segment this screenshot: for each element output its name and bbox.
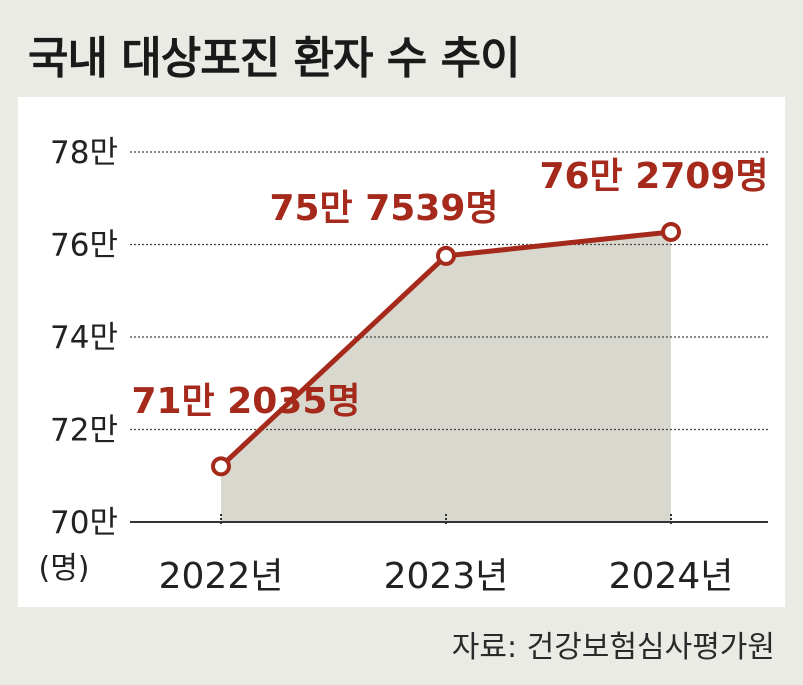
data-point xyxy=(436,245,456,266)
y-unit-label: (명) xyxy=(38,551,89,586)
y-tick-label: 74만 xyxy=(50,320,118,356)
x-tick-label: 2023년 xyxy=(384,556,509,597)
data-label: 76만 2709명 xyxy=(539,156,768,197)
data-point xyxy=(661,221,681,242)
area-fill xyxy=(221,231,671,522)
y-tick-label: 72만 xyxy=(50,413,118,449)
data-label: 75만 7539명 xyxy=(269,188,498,229)
y-tick-label: 78만 xyxy=(50,135,118,171)
x-tick-label: 2024년 xyxy=(609,556,734,597)
x-tick-label: 2022년 xyxy=(159,556,284,597)
y-tick-label: 70만 xyxy=(50,505,118,541)
data-label: 71만 2035명 xyxy=(131,381,360,422)
y-tick-label: 76만 xyxy=(50,228,118,264)
data-point xyxy=(211,456,231,477)
chart-title: 국내 대상포진 환자 수 추이 xyxy=(28,33,521,84)
source-note: 자료: 건강보험심사평가원 xyxy=(451,630,775,665)
